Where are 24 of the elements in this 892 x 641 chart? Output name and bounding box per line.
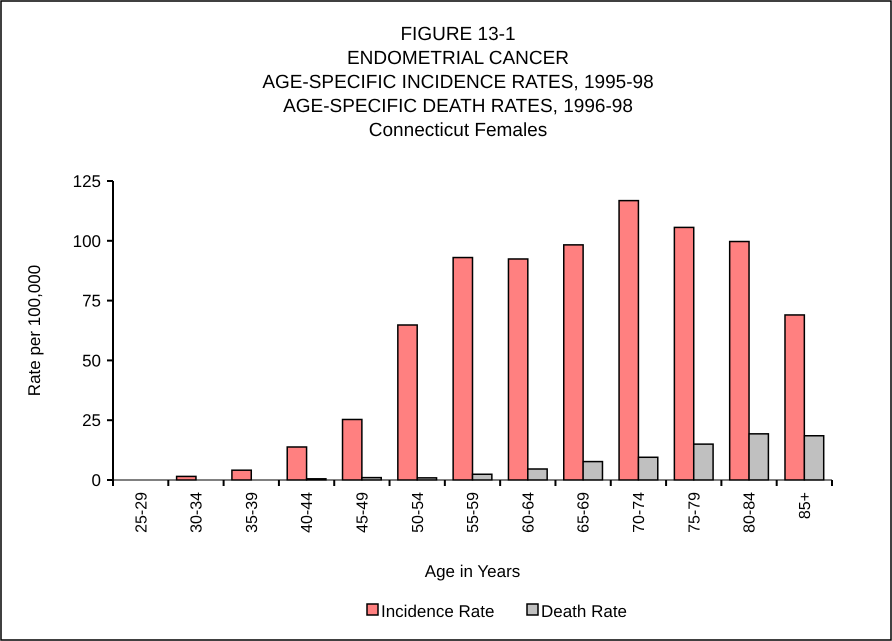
y-tick-label: 25	[82, 411, 101, 430]
x-tick-label: 70-74	[631, 492, 648, 533]
legend-label: Incidence Rate	[381, 602, 494, 621]
x-tick-label: 45-49	[354, 492, 372, 533]
x-tick-label: 80-84	[742, 492, 759, 533]
x-tick-label: 40-44	[299, 492, 316, 533]
x-tick-label: 50-54	[410, 492, 427, 533]
y-tick-label: 125	[72, 172, 101, 191]
x-tick-label: 25-29	[133, 492, 150, 533]
x-tick-label: 75-79	[686, 492, 704, 533]
legend-label: Death Rate	[541, 602, 627, 621]
y-tick-label: 100	[72, 232, 101, 251]
x-tick-label: 30-34	[188, 492, 206, 533]
y-tick-label: 0	[92, 470, 101, 490]
x-tick-label: 35-39	[244, 492, 261, 533]
x-tick-label: 65-69	[576, 492, 593, 533]
y-tick-label: 50	[82, 351, 101, 370]
x-tick-label: 85+	[796, 492, 814, 520]
x-axis-title: Age in Years	[424, 562, 520, 581]
x-tick-label: 55-59	[465, 492, 482, 533]
x-tick-label: 60-64	[520, 492, 538, 533]
y-tick-label: 75	[82, 292, 101, 311]
chart-title: FIGURE 13-1 ENDOMETRIAL CANCER AGE-SPECIFIC INCIDENCE RATES, 1995-98 AGE-SPECIFIC DEATH RATES, 1996-98 Connecticut Females	[262, 24, 654, 141]
y-axis-title: Rate per 100,000	[25, 264, 44, 396]
